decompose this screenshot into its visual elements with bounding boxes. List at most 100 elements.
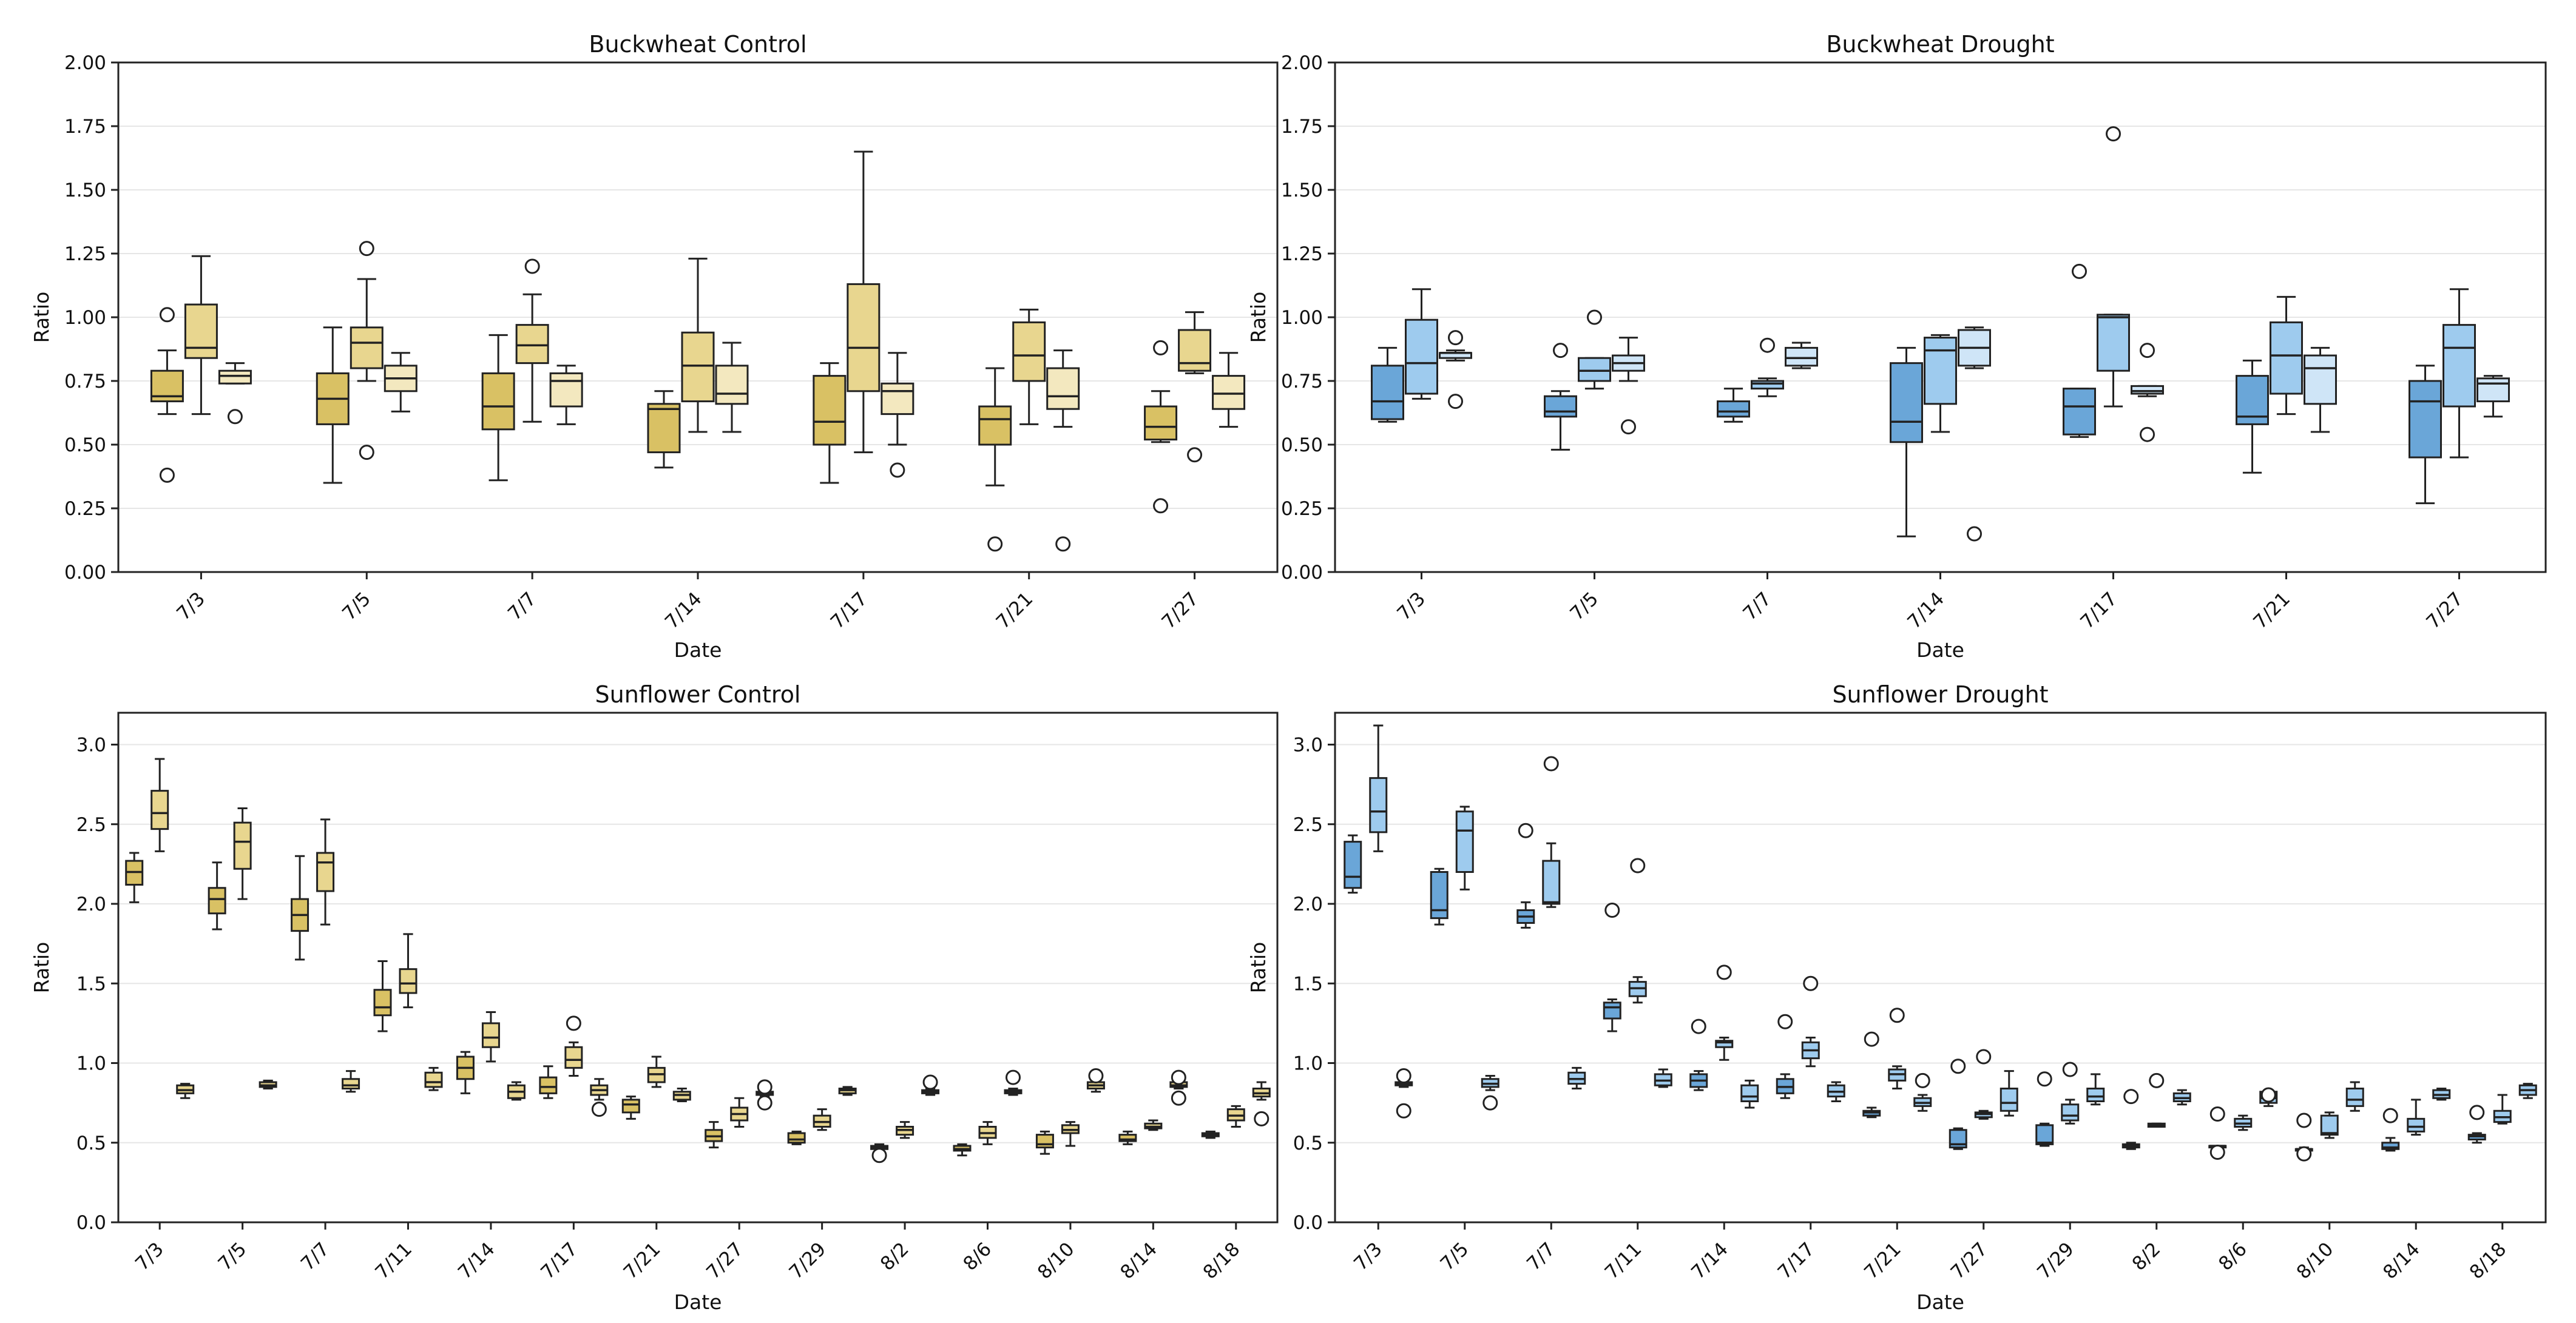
box-7/27-0 [705, 1121, 723, 1149]
x-tick-label: 7/5 [214, 1238, 251, 1275]
box-7/5-1 [350, 241, 384, 460]
box-iqr [1012, 321, 1046, 382]
box-iqr [1717, 400, 1750, 418]
box-iqr [218, 369, 252, 385]
box-iqr [2407, 1117, 2426, 1133]
box-iqr [2035, 1124, 2054, 1145]
outlier-point [1864, 1031, 1879, 1047]
box-7/27-0 [1144, 340, 1178, 514]
chart-title: Buckwheat Control [589, 31, 806, 58]
outlier-point [1006, 1069, 1021, 1085]
outlier-point [1803, 975, 1819, 991]
x-tick-label: 7/7 [1523, 1238, 1560, 1275]
box-iqr [2131, 385, 2164, 395]
y-tick-label: 0.75 [64, 371, 106, 392]
box-7/5-2 [1612, 337, 1645, 435]
box-8/14-1 [2407, 1099, 2426, 1136]
y-tick-label: 1.0 [1293, 1053, 1323, 1075]
x-tick-label: 7/17 [2076, 588, 2121, 633]
box-7/27-extra [756, 1079, 774, 1111]
box-8/6-extra [2259, 1087, 2278, 1107]
box-7/21-0 [978, 367, 1012, 552]
box-7/27-2 [2476, 375, 2510, 418]
box-8/18-0 [2467, 1105, 2486, 1144]
box-7/3-2 [1439, 330, 1472, 409]
x-tick-label: 7/5 [338, 588, 375, 625]
box-8/6-0 [2208, 1106, 2227, 1160]
box-iqr [1144, 405, 1178, 441]
box-iqr [647, 403, 681, 454]
box-iqr [2476, 377, 2510, 403]
x-tick-label: 7/21 [2249, 588, 2294, 633]
y-tick-label: 0.5 [76, 1133, 106, 1154]
box-iqr [787, 1132, 806, 1144]
box-iqr [2345, 1088, 2364, 1107]
box-7/14-2 [715, 342, 749, 433]
box-7/27-1 [1178, 311, 1212, 463]
box-iqr [1455, 810, 1474, 873]
y-tick-label: 1.0 [76, 1053, 106, 1075]
box-7/14-0 [1890, 346, 1923, 537]
box-8/18-0 [1201, 1130, 1220, 1139]
box-8/10-1 [1061, 1121, 1080, 1147]
outlier-point [2037, 1071, 2052, 1087]
x-tick-label: 7/3 [172, 588, 209, 625]
box-7/3-1 [150, 758, 169, 852]
y-tick-label: 0.50 [64, 434, 106, 456]
y-tick-label: 2.00 [64, 52, 106, 74]
box-7/29-extra [2086, 1073, 2105, 1106]
outlier-point [757, 1079, 772, 1095]
outlier-point [524, 258, 540, 274]
outlier-point [1553, 343, 1568, 359]
x-tick-label: 7/17 [536, 1238, 582, 1284]
box-7/3-0 [1371, 346, 1404, 423]
x-tick-label: 7/7 [1739, 588, 1776, 625]
box-iqr [2061, 1103, 2080, 1122]
box-7/17-0 [539, 1065, 558, 1099]
x-tick-label: 7/27 [1158, 588, 1203, 633]
box-7/17-extra [590, 1078, 609, 1117]
y-axis-label: Ratio [1246, 292, 1270, 343]
x-tick-label: 7/5 [1566, 588, 1603, 625]
box-iqr [1178, 329, 1212, 372]
box-iqr [1369, 777, 1388, 833]
outlier-point [2140, 426, 2155, 442]
box-7/21-1 [1012, 308, 1046, 425]
outlier-point [2140, 343, 2155, 359]
x-tick-label: 7/21 [620, 1238, 665, 1284]
box-8/14-1 [1144, 1119, 1163, 1131]
box-7/11-1 [1628, 858, 1647, 1004]
x-tick-label: 7/17 [1774, 1238, 1819, 1284]
outlier-point [922, 1074, 938, 1090]
box-iqr [424, 1071, 443, 1088]
box-iqr [150, 790, 169, 830]
box-7/7-0 [1717, 388, 1750, 423]
box-iqr [233, 821, 252, 870]
outlier-point [2209, 1145, 2225, 1160]
box-7/27-1 [730, 1097, 749, 1128]
y-tick-label: 0.00 [1281, 562, 1323, 584]
outlier-point [1760, 337, 1775, 353]
box-iqr [1046, 367, 1080, 410]
box-iqr [316, 852, 335, 892]
box-iqr [1715, 1040, 1734, 1048]
outlier-point [1396, 1103, 1411, 1119]
box-iqr [1371, 365, 1404, 420]
box-7/29-0 [787, 1130, 806, 1145]
box-iqr [2270, 321, 2303, 395]
box-7/17-1 [564, 1015, 583, 1077]
box-iqr [208, 887, 226, 915]
box-8/14-extra [1169, 1069, 1188, 1106]
outlier-point [1153, 498, 1169, 514]
x-axis-label: Date [1916, 638, 1964, 662]
x-tick-label: 8/2 [2128, 1238, 2165, 1275]
panel-sc: 0.0 0.5 1.0 1.5 2.0 2.5 3.0 Sunflower Control Ra… [30, 681, 1279, 1314]
box-7/14-0 [456, 1051, 475, 1094]
outlier-point [2469, 1105, 2485, 1120]
outlier-point [1915, 1072, 1930, 1088]
box-7/11-0 [373, 960, 392, 1032]
box-7/21-extra [1913, 1072, 1932, 1112]
outlier-point [1950, 1059, 1966, 1074]
outlier-point [1976, 1049, 1992, 1065]
box-7/29-1 [2061, 1062, 2080, 1125]
